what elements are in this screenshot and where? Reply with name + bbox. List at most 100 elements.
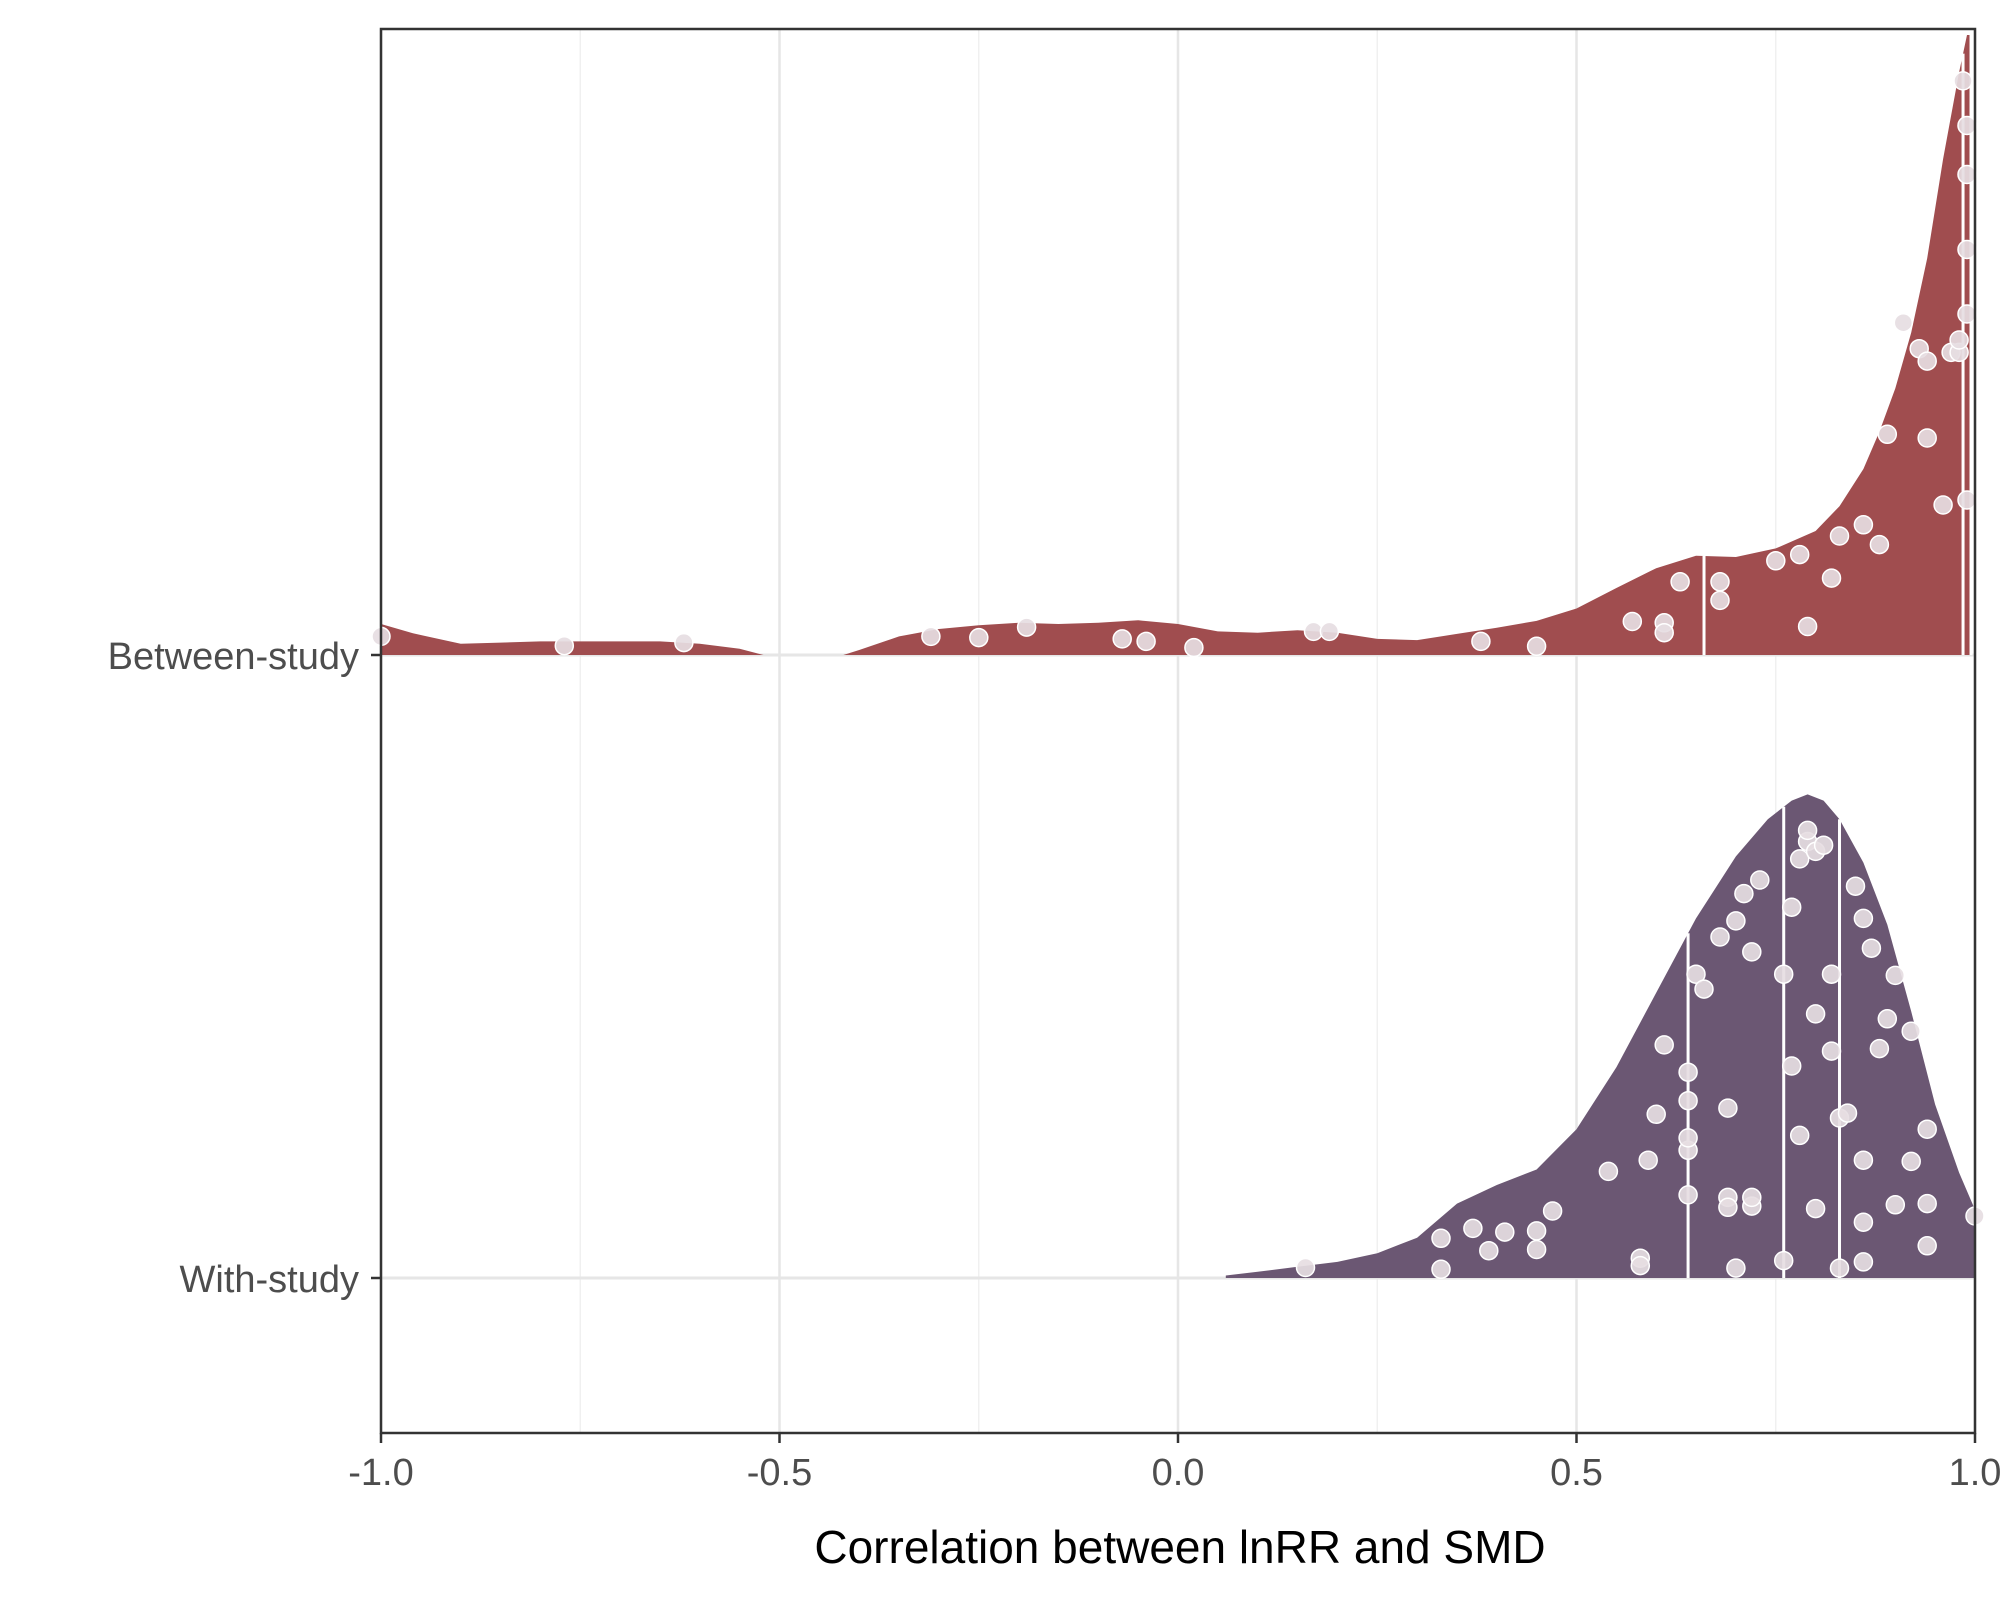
data-point [1957,164,1977,185]
data-point [1479,1240,1499,1261]
data-point [1789,1125,1810,1146]
data-point [1710,590,1730,611]
data-point [1949,330,1969,350]
data-point [1319,621,1340,642]
data-point [1917,1193,1937,1214]
data-point [1789,849,1810,869]
data-point [1853,1252,1874,1272]
y-tick-label: With-study [180,1259,359,1301]
data-point [1877,424,1898,445]
data-point [1901,1151,1921,1172]
x-tick-label: 0.5 [1550,1452,1603,1494]
data-point [1710,572,1730,592]
density-area [381,35,1972,655]
data-point [1718,1197,1738,1218]
data-point [1957,239,1977,260]
data-point [1917,351,1937,371]
data-point [1622,611,1643,632]
data-point [1766,551,1786,571]
data-point [1957,490,1977,510]
data-point [554,635,575,656]
data-point [1829,526,1850,546]
data-point [1869,534,1890,555]
data-point [1526,1221,1547,1241]
data-point [1885,1195,1906,1215]
data-point [1471,631,1491,652]
data-point [1773,1250,1794,1271]
data-point [1678,1090,1698,1111]
data-point [1957,115,1977,136]
data-point [1694,979,1714,999]
data-point [1853,1150,1874,1170]
data-point [1813,835,1834,855]
data-point [1853,515,1874,535]
data-point [1431,1228,1451,1249]
data-point [1845,876,1866,896]
data-point [1463,1218,1483,1239]
data-point [969,627,989,648]
data-point [1781,1056,1802,1076]
data-point [1877,1009,1898,1029]
data-point [1821,1041,1842,1061]
x-tick-label: -0.5 [747,1452,812,1494]
data-point [1184,637,1204,658]
ridge-with-study [1225,794,1985,1280]
data-point [1797,616,1818,637]
data-point [1901,1021,1921,1041]
data-point [1869,1038,1890,1059]
ridge-between-study [371,35,1977,658]
data-point [1734,883,1754,904]
data-point [1953,71,1973,91]
data-point [1726,1258,1746,1278]
data-point [1750,870,1770,890]
data-point [1821,568,1842,588]
data-point [1917,1119,1937,1139]
data-point [674,632,694,653]
data-point [1957,304,1977,324]
data-point [1646,1104,1666,1125]
data-point [1805,1004,1826,1024]
data-point [1542,1201,1563,1221]
data-point [1933,495,1953,515]
data-point [1789,544,1810,565]
data-point [1136,631,1156,652]
data-point [1678,1185,1698,1205]
data-point [1853,908,1874,929]
data-point [1526,636,1547,657]
x-axis-title: Correlation between lnRR and SMD [814,1521,1545,1573]
data-point [1829,1258,1850,1278]
data-point [1112,629,1132,649]
data-point [1598,1161,1619,1182]
data-point [1670,572,1690,592]
data-point [1805,1198,1826,1219]
data-point [1710,927,1730,947]
data-point [1781,897,1802,917]
data-point [1726,911,1746,931]
data-point [1861,938,1882,958]
data-point [1654,1035,1674,1055]
data-point [921,626,941,647]
series-layer [371,35,1985,1280]
data-point [1837,1103,1858,1123]
data-point [1821,964,1842,984]
data-point [1917,428,1937,448]
data-point [1016,617,1037,637]
data-point [1638,1150,1658,1170]
data-point [1431,1259,1451,1280]
data-point [1678,1062,1698,1082]
data-point [1917,1236,1937,1256]
x-tick-label: -1.0 [348,1452,413,1494]
data-point [1654,622,1674,643]
data-point [1885,965,1906,986]
data-point [1853,1212,1874,1232]
data-point [1893,312,1914,333]
data-point [1295,1257,1316,1278]
data-point [1495,1222,1515,1242]
axis-layer: Between-study With-study -1.0 -0.5 0.0 0.5 1.0 [108,636,2000,1494]
x-tick-label: 0.0 [1152,1452,1205,1494]
data-point [1718,1098,1738,1118]
data-point [1686,964,1706,984]
x-tick-label: 1.0 [1949,1452,2000,1494]
